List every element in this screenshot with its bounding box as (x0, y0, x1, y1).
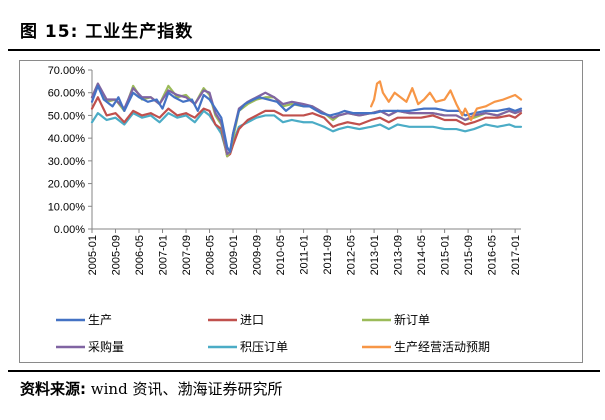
x-tick-label: 2010-05 (275, 235, 287, 275)
series-line-6 (370, 80, 523, 122)
x-tick-label: 2011-01 (299, 235, 311, 275)
source-label: 资料来源: (20, 380, 86, 398)
legend-label: 采购量 (88, 339, 124, 354)
x-tick-label: 2009-01 (228, 235, 240, 275)
x-tick-label: 2007-09 (181, 235, 193, 275)
legend-label: 进口 (240, 313, 264, 327)
x-tick-label: 2005-09 (111, 235, 123, 275)
y-tick-label: 0.00% (54, 224, 85, 236)
y-tick-label: 10.00% (48, 201, 86, 213)
series-line-4 (90, 82, 523, 156)
y-tick-label: 70.00% (48, 65, 86, 77)
x-tick-label: 2013-09 (393, 235, 405, 275)
bottom-rule (8, 370, 600, 372)
y-tick-label: 40.00% (48, 133, 86, 145)
series-line-1 (90, 84, 523, 153)
x-tick-label: 2006-05 (134, 235, 146, 275)
legend-label: 新订单 (394, 312, 430, 327)
x-tick-label: 2017-01 (510, 235, 522, 275)
legend-label: 生产经营活动预期 (394, 340, 490, 354)
y-tick-label: 50.00% (48, 110, 86, 122)
series-line-5 (90, 109, 523, 156)
x-tick-label: 2015-01 (440, 235, 452, 275)
chart-frame (19, 60, 583, 363)
figure-title: 图 15: 工业生产指数 (20, 22, 194, 42)
source-text: wind 资讯、渤海证券研究所 (90, 380, 283, 398)
series-line-2 (90, 96, 523, 158)
legend-label: 生产 (88, 313, 112, 327)
y-tick-label: 20.00% (48, 179, 86, 191)
x-tick-label: 2011-09 (322, 235, 334, 275)
x-tick-label: 2009-09 (252, 235, 264, 275)
x-tick-label: 2007-01 (158, 235, 170, 275)
x-tick-label: 2013-01 (369, 235, 381, 275)
x-tick-label: 2016-05 (487, 235, 499, 275)
legend-label: 积压订单 (240, 340, 288, 354)
source-note: 资料来源: wind 资讯、渤海证券研究所 (20, 378, 282, 399)
y-tick-label: 60.00% (48, 88, 86, 100)
x-tick-label: 2015-09 (463, 235, 475, 275)
y-tick-label: 30.00% (48, 156, 86, 168)
x-tick-label: 2008-05 (205, 235, 217, 275)
x-tick-label: 2012-05 (346, 235, 358, 275)
top-rule (8, 49, 600, 51)
x-tick-label: 2005-01 (87, 235, 99, 275)
x-tick-label: 2014-05 (416, 235, 428, 275)
